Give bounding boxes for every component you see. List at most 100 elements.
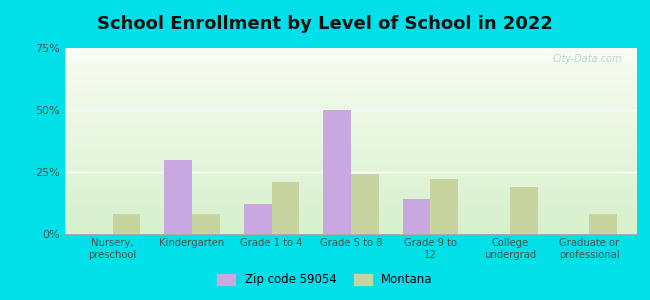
Bar <box>590 214 617 234</box>
Bar <box>65 183 637 184</box>
Bar <box>65 115 637 116</box>
Bar <box>65 233 637 234</box>
Bar <box>65 230 637 231</box>
Bar <box>65 110 637 111</box>
Bar <box>65 225 637 226</box>
Text: School Enrollment by Level of School in 2022: School Enrollment by Level of School in … <box>97 15 553 33</box>
Bar <box>65 102 637 103</box>
Bar <box>65 180 637 181</box>
Bar <box>65 136 637 137</box>
Bar <box>65 91 637 92</box>
Bar <box>65 99 637 100</box>
Bar <box>65 127 637 128</box>
Bar <box>65 105 637 106</box>
Bar <box>65 179 637 180</box>
Bar <box>65 152 637 153</box>
Text: City-Data.com: City-Data.com <box>553 54 623 64</box>
Bar <box>272 182 300 234</box>
Bar <box>65 118 637 119</box>
Bar <box>65 51 637 52</box>
Bar <box>65 204 637 205</box>
Bar <box>65 164 637 165</box>
Bar <box>65 205 637 206</box>
Bar <box>65 196 637 197</box>
Bar <box>65 55 637 56</box>
Bar <box>65 147 637 148</box>
Bar <box>65 176 637 177</box>
Bar <box>65 227 637 228</box>
Bar <box>65 114 637 115</box>
Bar <box>65 133 637 134</box>
Bar <box>65 90 637 91</box>
Bar <box>65 189 637 190</box>
Bar <box>65 207 637 208</box>
Legend: Zip code 59054, Montana: Zip code 59054, Montana <box>213 269 437 291</box>
Bar <box>65 172 637 173</box>
Bar <box>65 161 637 162</box>
Bar <box>65 226 637 227</box>
Bar <box>192 214 220 234</box>
Bar <box>65 116 637 117</box>
Bar <box>65 131 637 132</box>
Bar <box>65 218 637 219</box>
Bar <box>65 224 637 225</box>
Bar <box>65 231 637 232</box>
Bar <box>65 113 637 114</box>
Bar <box>65 193 637 194</box>
Bar <box>65 214 637 215</box>
Bar <box>65 178 637 179</box>
Bar <box>65 69 637 70</box>
Bar <box>65 73 637 74</box>
Bar <box>65 192 637 193</box>
Bar <box>65 221 637 222</box>
Bar <box>244 204 272 234</box>
Bar <box>65 217 637 218</box>
Bar <box>65 190 637 191</box>
Bar <box>65 167 637 168</box>
Bar <box>65 128 637 129</box>
Bar <box>65 89 637 90</box>
Bar <box>65 188 637 189</box>
Bar <box>65 83 637 84</box>
Bar <box>65 159 637 160</box>
Bar <box>65 158 637 159</box>
Bar <box>65 76 637 77</box>
Bar <box>65 82 637 83</box>
Bar <box>65 200 637 202</box>
Bar <box>65 111 637 112</box>
Bar <box>65 165 637 166</box>
Bar <box>65 130 637 131</box>
Bar <box>65 82 637 83</box>
Bar <box>65 203 637 204</box>
Bar <box>65 77 637 78</box>
Bar <box>65 108 637 110</box>
Bar <box>65 94 637 95</box>
Bar <box>65 220 637 221</box>
Bar <box>402 199 430 234</box>
Bar <box>351 175 379 234</box>
Bar <box>65 171 637 172</box>
Bar <box>65 84 637 85</box>
Bar <box>65 92 637 93</box>
Bar <box>65 135 637 136</box>
Bar <box>430 179 458 234</box>
Bar <box>65 104 637 105</box>
Bar <box>65 56 637 57</box>
Bar <box>65 232 637 233</box>
Bar <box>65 151 637 152</box>
Bar <box>65 223 637 224</box>
Bar <box>65 195 637 196</box>
Bar <box>65 129 637 130</box>
Bar <box>65 126 637 127</box>
Bar <box>65 60 637 61</box>
Bar <box>65 78 637 79</box>
Bar <box>65 177 637 178</box>
Bar <box>65 97 637 98</box>
Bar <box>65 75 637 76</box>
Bar <box>65 185 637 186</box>
Bar <box>65 123 637 124</box>
Bar <box>65 71 637 72</box>
Bar <box>65 103 637 104</box>
Bar <box>65 160 637 161</box>
Bar <box>65 52 637 53</box>
